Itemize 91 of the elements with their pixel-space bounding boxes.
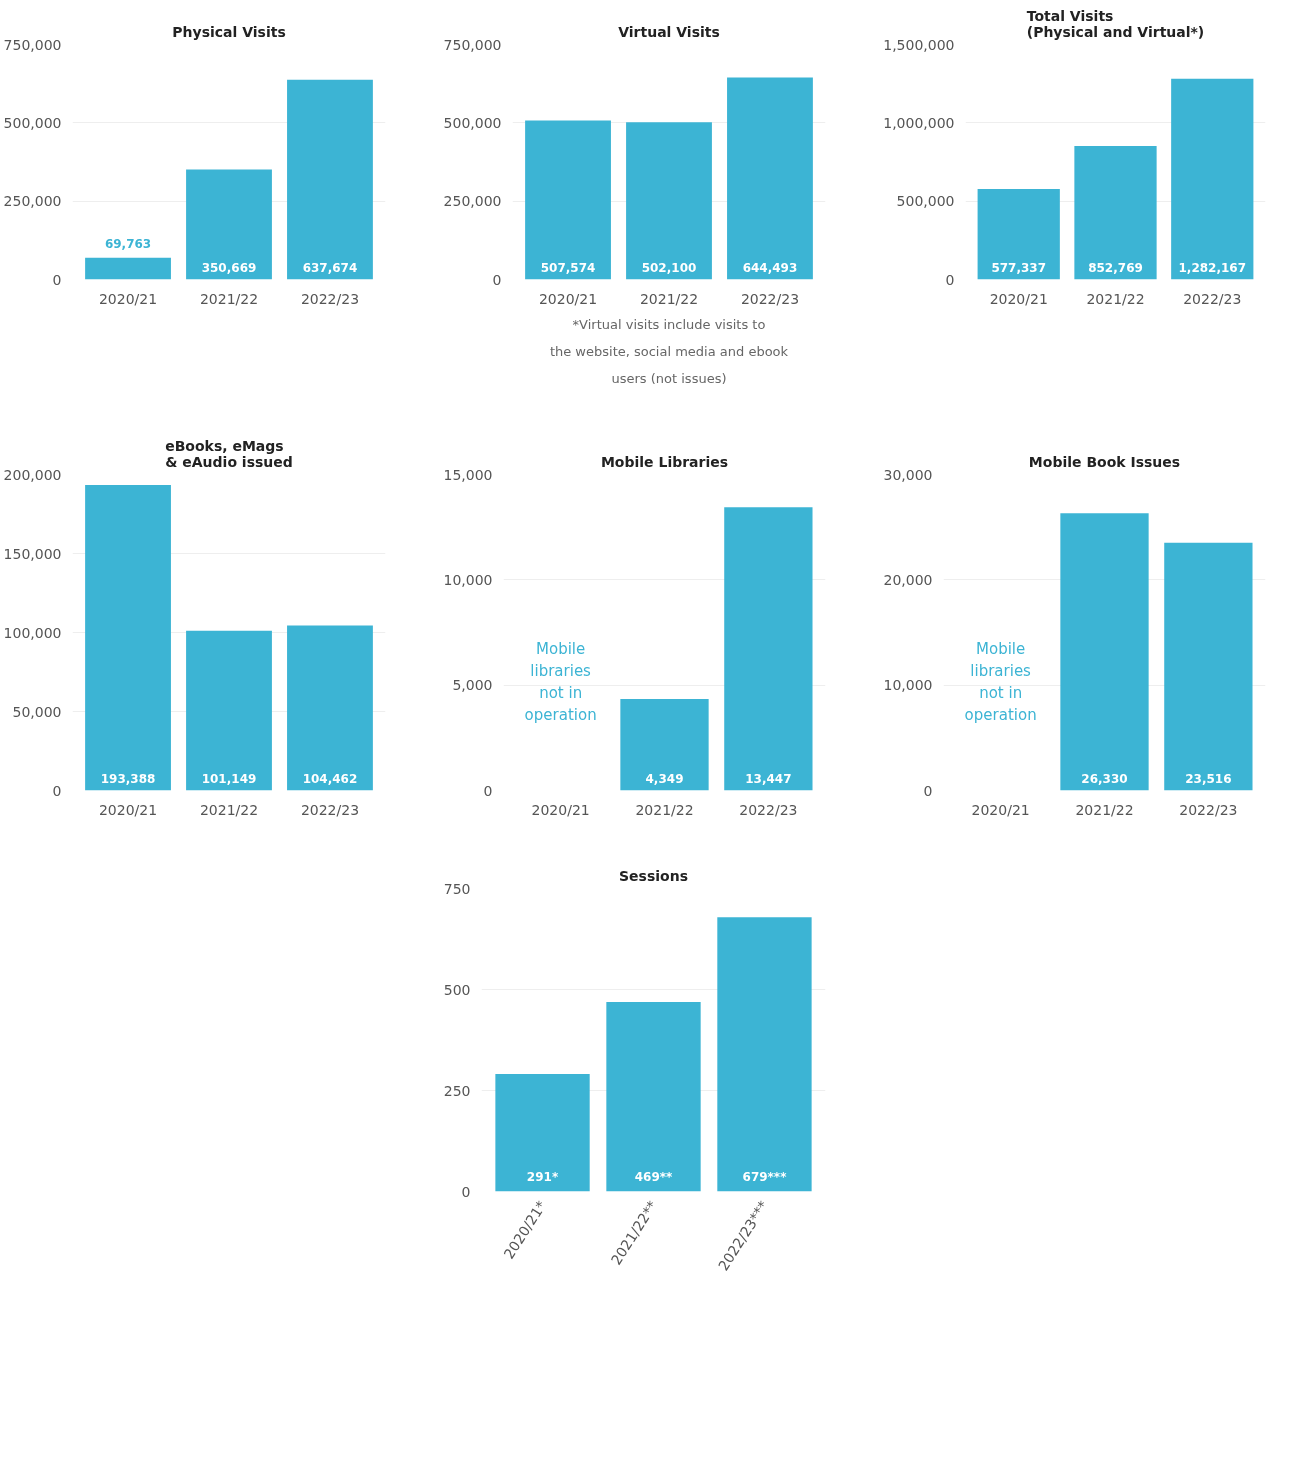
x-tick-label: 2020/21 [971,801,1030,818]
y-tick-label: 30,000 [883,466,933,483]
data-label: 679*** [742,1169,788,1184]
y-tick-label: 150,000 [3,545,62,562]
y-tick-label: 500,000 [896,193,955,210]
y-tick-label: 0 [52,271,62,288]
x-tick-label: 2021/22 [635,801,694,818]
x-tick-label: 2022/23 [739,801,798,818]
data-label: 502,100 [641,260,697,275]
x-tick-label: 2021/22 [199,801,259,818]
data-label: 26,330 [1081,771,1128,786]
chart-title: Mobile Libraries [600,453,729,470]
bar [525,120,611,280]
x-tick-label: 2022/23 [300,801,360,818]
y-tick-label: 0 [923,782,933,799]
bar [1171,78,1254,280]
bar [85,484,171,791]
bar [606,1002,701,1192]
x-tick-label: 2022/23 [300,290,360,307]
bar [495,1073,590,1192]
y-tick-label: 1,000,000 [883,114,955,131]
bar [287,625,373,791]
bar [186,169,272,280]
y-tick-label: 10,000 [883,677,933,694]
bar [626,122,712,280]
chart-title: Virtual Visits [618,23,720,40]
x-tick-label: 2022/23 [1183,290,1242,307]
data-label: 1,282,167 [1178,260,1247,275]
data-label: 350,669 [201,260,257,275]
data-label: 637,674 [302,260,358,275]
y-tick-label: 5,000 [452,677,493,694]
x-tick-label: 2021/22 [639,290,699,307]
annotation: Mobile libraries not in operation [964,639,1037,724]
y-tick-label: 0 [945,271,955,288]
chart-title: Mobile Book Issues [1028,453,1181,470]
y-tick-label: 500 [443,981,471,998]
y-tick-label: 750,000 [3,36,62,53]
x-tick-label: 2020/21 [538,290,598,307]
y-tick-label: 500,000 [3,114,62,131]
y-tick-label: 0 [483,782,493,799]
chart-title: Physical Visits [172,23,286,40]
data-label: 507,574 [540,260,596,275]
data-label: 577,337 [991,260,1047,275]
x-tick-label: 2020/21 [98,290,158,307]
x-tick-label: 2020/21 [531,801,590,818]
x-tick-label: 2022/23 [1179,801,1238,818]
y-tick-label: 250,000 [443,193,502,210]
bar [186,630,272,791]
y-tick-label: 500,000 [443,114,502,131]
y-tick-label: 0 [492,271,502,288]
y-tick-label: 15,000 [443,466,493,483]
bar [727,77,813,280]
data-label: 13,447 [745,771,792,786]
data-label: 4,349 [645,771,684,786]
y-tick-label: 200,000 [3,466,62,483]
text: *Virtual visits include visits to the website, social media and ebook users (not issues) [549,316,789,386]
y-tick-label: 100,000 [3,624,62,641]
data-label: 852,769 [1088,260,1143,275]
data-label: 69,763 [104,236,152,251]
y-tick-label: 1,500,000 [883,36,955,53]
bar [717,917,812,1192]
y-tick-label: 250 [443,1082,471,1099]
chart-title: Total Visits (Physical and Virtual*) [1026,7,1205,40]
y-tick-label: 250,000 [3,193,62,210]
y-tick-label: 750 [443,880,471,897]
x-tick-label: 2020/21 [98,801,158,818]
data-label: 23,516 [1185,771,1232,786]
x-tick-label: 2022/23 [740,290,800,307]
chart-title: Sessions [619,867,688,884]
annotation: Mobile libraries not in operation [524,639,597,724]
data-label: 101,149 [201,771,257,786]
bar [85,257,171,280]
y-tick-label: 0 [52,782,62,799]
y-tick-label: 10,000 [443,571,493,588]
data-label: 193,388 [100,771,156,786]
data-label: 291* [526,1169,559,1184]
x-tick-label: 2021/22 [1086,290,1145,307]
bar [977,189,1060,280]
y-tick-label: 0 [461,1183,471,1200]
bar [287,79,373,280]
x-tick-label: 2020/21 [989,290,1048,307]
y-tick-label: 20,000 [883,571,933,588]
data-label: 644,493 [742,260,798,275]
y-tick-label: 50,000 [12,703,62,720]
chart-title: eBooks, eMags & eAudio issued [165,437,293,470]
y-tick-label: 750,000 [443,36,502,53]
x-tick-label: 2021/22 [1075,801,1134,818]
x-tick-label: 2021/22 [199,290,259,307]
bar [1074,145,1157,280]
data-label: 104,462 [302,771,358,786]
data-label: 469** [634,1169,674,1184]
